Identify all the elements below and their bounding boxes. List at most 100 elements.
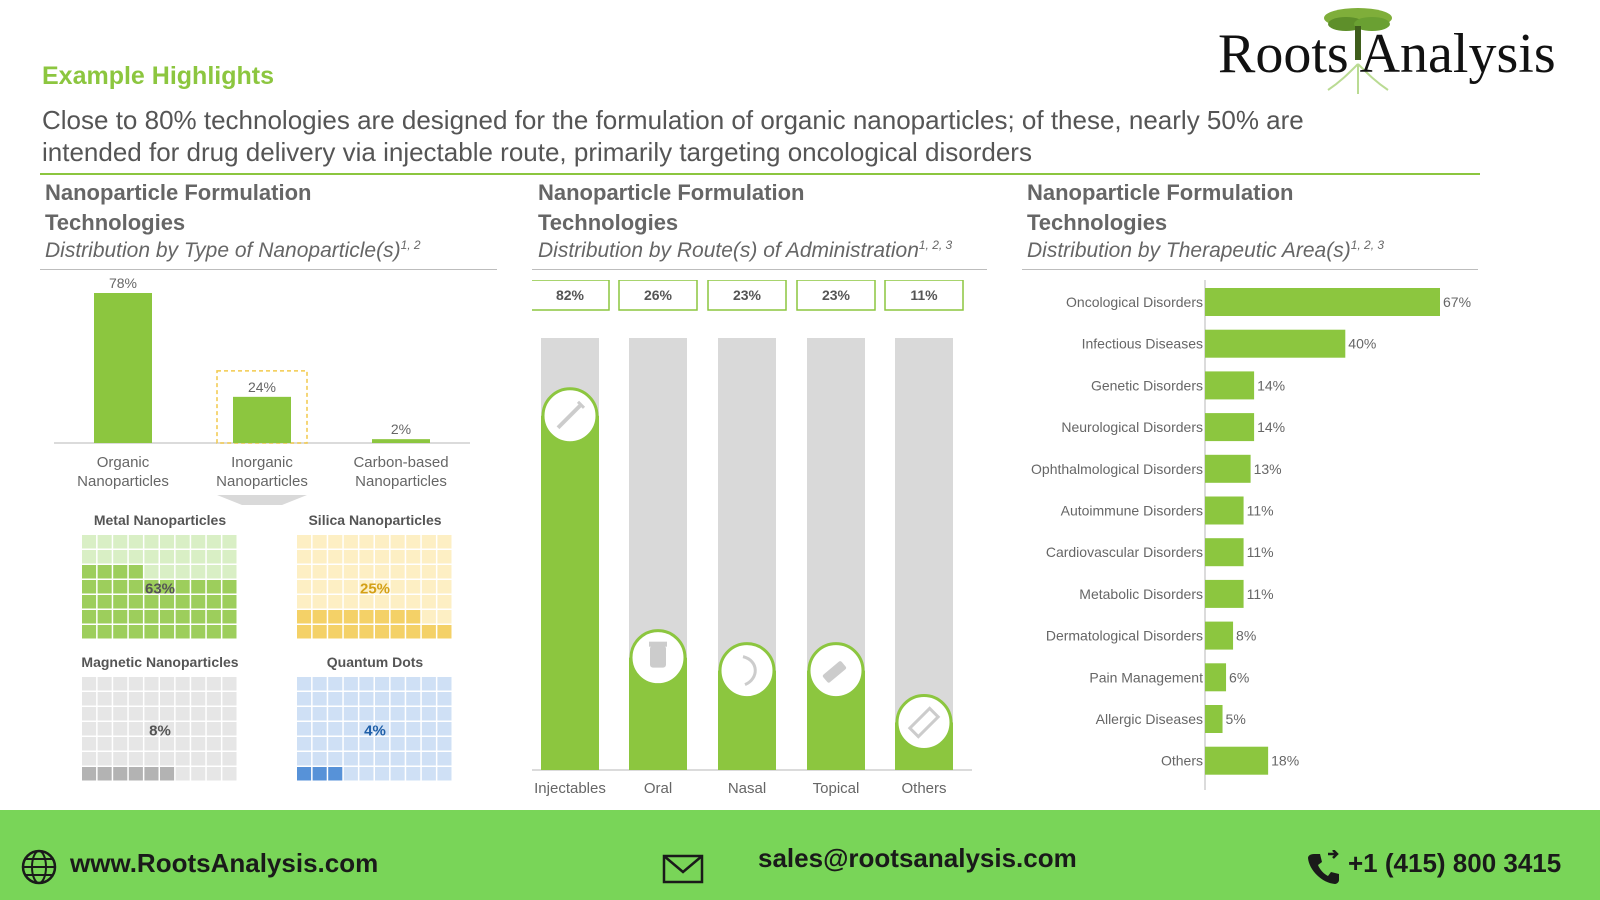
waffle-cell [97, 752, 112, 766]
panel-1-title-line-2: Technologies [45, 210, 186, 235]
waffle-cell [421, 752, 436, 766]
waffle-cell [375, 737, 390, 751]
waffle-cell [128, 595, 143, 609]
waffle-cell [390, 535, 405, 549]
waffle-cell [144, 595, 159, 609]
waffle-cell [113, 722, 128, 736]
waffle-cell [128, 610, 143, 624]
waffle-cell [375, 677, 390, 691]
category-label-cardiovascular-disorders: Cardiovascular Disorders [1046, 544, 1203, 560]
waffle-cell [191, 550, 206, 564]
bar-allergic-diseases [1205, 705, 1223, 733]
data-label-carbon-based-nanoparticles: 2% [391, 421, 411, 437]
waffle-cell [312, 535, 327, 549]
breakdown-arrow [217, 495, 307, 505]
waffle-cell [97, 707, 112, 721]
waffle-cell [312, 550, 327, 564]
waffle-cell [375, 595, 390, 609]
waffle-cell [128, 722, 143, 736]
waffle-cell [128, 550, 143, 564]
waffle-cell [343, 722, 358, 736]
syringe-body [556, 404, 582, 430]
waffle-cell [421, 550, 436, 564]
waffle-cell [328, 550, 343, 564]
waffle-cell [297, 580, 312, 594]
waffle-cell [175, 565, 190, 579]
waffle-cell [144, 580, 159, 594]
waffle-cell [437, 752, 452, 766]
waffle-cell [97, 550, 112, 564]
waffle-cell [144, 565, 159, 579]
waffle-cell [160, 595, 175, 609]
waffle-cell [82, 692, 97, 706]
waffle-cell [191, 595, 206, 609]
category-label-others: Others [901, 780, 946, 797]
nose-icon [718, 642, 776, 700]
waffle-cell [343, 550, 358, 564]
waffle-cell [222, 625, 237, 639]
waffle-cell [175, 610, 190, 624]
waffle-cell [222, 707, 237, 721]
value-box-injectables [532, 280, 610, 311]
waffle-cell [437, 767, 452, 781]
waffle-cell [191, 610, 206, 624]
inorganic-breakdown-waffles: Metal Nanoparticles 63% Silica Nanoparticl… [81, 512, 452, 781]
waffle-cell [191, 677, 206, 691]
waffle-cell [206, 692, 221, 706]
waffle-cell [328, 737, 343, 751]
waffle-cell [144, 752, 159, 766]
waffle-cell [144, 535, 159, 549]
waffle-cell [406, 707, 421, 721]
waffle-cell [297, 722, 312, 736]
category-label-injectables: Injectables [534, 780, 606, 797]
highlight-box [216, 370, 308, 444]
value-label-others: 11% [910, 287, 938, 303]
waffle-cell [206, 535, 221, 549]
waffle-cell [160, 580, 175, 594]
waffle-cell [222, 767, 237, 781]
waffle-cell [421, 580, 436, 594]
bar-injectables [541, 415, 599, 770]
website-link[interactable]: www.RootsAnalysis.com [70, 848, 379, 878]
value-label-injectables: 82% [556, 287, 585, 303]
waffle-cell [191, 767, 206, 781]
waffle-cell [390, 550, 405, 564]
data-label-pain-management: 6% [1229, 669, 1249, 685]
category-label-dermatological-disorders: Dermatological Disorders [1046, 628, 1203, 644]
waffle-cell [82, 550, 97, 564]
waffle-cell [343, 767, 358, 781]
waffle-cell [343, 610, 358, 624]
waffle-cell [113, 565, 128, 579]
syringe-icon [541, 387, 599, 445]
panel-2-subtitle: Distribution by Route(s) of Administrati… [538, 238, 953, 262]
waffle-cell [421, 722, 436, 736]
panel-3-title-line-2: Technologies [1027, 210, 1168, 235]
waffle-cell [144, 677, 159, 691]
waffle-cell [375, 767, 390, 781]
bar-autoimmune-disorders [1205, 496, 1244, 525]
waffle-cell [144, 767, 159, 781]
category-label-oral: Oral [644, 780, 672, 797]
contact-footer: www.RootsAnalysis.com sales@rootsanalysi… [0, 810, 1600, 900]
waffle-cell [297, 737, 312, 751]
category-label-organic-nanoparticles-2: Nanoparticles [77, 473, 169, 490]
data-label-genetic-disorders: 14% [1257, 377, 1285, 393]
waffle-cell [97, 767, 112, 781]
waffle-cell [97, 580, 112, 594]
email-link[interactable]: sales@rootsanalysis.com [758, 843, 1077, 873]
waffle-cell [128, 767, 143, 781]
waffle-cell [390, 722, 405, 736]
waffle-cell [390, 625, 405, 639]
waffle-cell [206, 550, 221, 564]
section-eyebrow: Example Highlights [42, 62, 274, 90]
waffle-cell [206, 737, 221, 751]
phone-number[interactable]: +1 (415) 800 3415 [1348, 848, 1562, 878]
waffle-cell [222, 677, 237, 691]
waffle-cell [421, 535, 436, 549]
waffle-cell [160, 692, 175, 706]
waffle-cell [343, 707, 358, 721]
category-label-autoimmune-disorders: Autoimmune Disorders [1061, 503, 1203, 519]
waffle-cell [297, 535, 312, 549]
waffle-cell [312, 707, 327, 721]
waffle-cell [359, 737, 374, 751]
